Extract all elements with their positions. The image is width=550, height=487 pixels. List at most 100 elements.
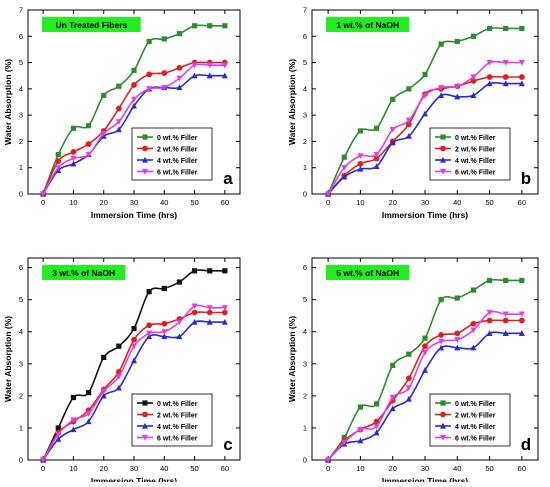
data-point	[470, 92, 477, 99]
data-point	[405, 117, 412, 124]
legend-label: 6 wt.% Filler	[455, 435, 496, 442]
legend-item: 6 wt.% Filler	[137, 434, 198, 442]
data-point	[206, 72, 213, 79]
series-3	[40, 303, 228, 464]
series-0	[325, 25, 525, 197]
data-point	[454, 344, 461, 351]
legend-label: 2 wt.% Filler	[157, 146, 198, 153]
annotation-label: 1 wt.% of NaOH	[336, 20, 399, 30]
legend-item: 2 wt.% Filler	[435, 411, 496, 419]
legend-label: 4 wt.% Filler	[455, 158, 496, 165]
chart-panel-c: 0 10 20 30 40 50 60 0 1 2 3 4 5 6 Immersion Time (hrs)…	[3, 257, 241, 486]
data-point	[470, 344, 477, 351]
data-point	[191, 23, 198, 29]
data-point	[373, 423, 380, 430]
legend-swatch-marker	[142, 422, 148, 429]
data-point	[438, 332, 445, 338]
legend-label: 0 wt.% Filler	[157, 401, 198, 408]
data-point	[502, 330, 509, 336]
x-tick-label: 50	[190, 198, 198, 207]
data-point	[390, 96, 396, 102]
legend-item: 0 wt.% Filler	[435, 400, 496, 408]
x-tick-label: 40	[160, 464, 168, 473]
data-point	[438, 297, 444, 303]
data-point	[176, 319, 183, 326]
data-point	[518, 311, 525, 318]
panel-letter: d	[521, 435, 531, 454]
data-point	[373, 418, 380, 425]
data-point	[55, 431, 62, 438]
data-point	[390, 362, 396, 369]
annotation-box	[42, 17, 141, 32]
data-point	[191, 72, 198, 79]
legend-label: 4 wt.% Filler	[157, 158, 198, 165]
data-point	[422, 349, 428, 356]
data-point	[470, 33, 477, 39]
x-tick-label: 30	[130, 198, 138, 207]
legend-label: 0 wt.% Filler	[455, 401, 496, 408]
y-tick-label: 0	[303, 190, 307, 199]
data-point	[146, 86, 153, 93]
data-point	[191, 62, 198, 69]
data-point	[176, 75, 183, 82]
data-point	[341, 434, 347, 441]
panel-letter: a	[223, 169, 233, 188]
legend-label: 0 wt.% Filler	[157, 135, 198, 142]
y-tick-label: 1	[303, 423, 307, 432]
data-point	[502, 59, 509, 66]
data-point	[161, 285, 167, 292]
legend: 0 wt.% Filler 2 wt.% Filler 4 wt.% Filler 6…	[131, 393, 213, 447]
annotation-label: Un Treated Fibers	[55, 20, 127, 30]
annotation-label: 5 wt.% of NaOH	[336, 268, 399, 278]
x-tick-label: 0	[326, 464, 330, 473]
x-tick-label: 60	[221, 198, 229, 207]
y-tick-label: 5	[19, 295, 23, 304]
x-tick-label: 10	[356, 198, 364, 207]
data-point	[341, 154, 347, 160]
data-point	[357, 165, 364, 172]
x-tick-label: 50	[485, 198, 493, 207]
data-point	[470, 320, 477, 327]
x-tick-label: 60	[518, 464, 526, 473]
data-point	[70, 417, 77, 424]
data-point	[161, 329, 168, 335]
data-point	[176, 64, 183, 71]
data-point	[422, 71, 428, 77]
x-tick-label: 50	[485, 464, 493, 473]
legend-swatch-marker	[440, 400, 446, 406]
data-point	[146, 38, 152, 45]
data-point	[422, 335, 428, 341]
y-tick-label: 6	[19, 32, 23, 41]
x-axis-title: Immersion Time (hrs)	[91, 210, 177, 220]
data-point	[115, 126, 122, 133]
data-point	[206, 309, 213, 316]
data-point	[325, 457, 332, 464]
data-point	[518, 317, 525, 324]
data-point	[40, 191, 47, 198]
data-point	[100, 130, 107, 137]
legend-label: 6 wt.% Filler	[455, 169, 496, 176]
data-point	[389, 394, 396, 401]
data-point	[438, 84, 445, 91]
data-point	[116, 83, 122, 89]
data-point	[486, 309, 493, 316]
data-point	[115, 384, 122, 391]
data-point	[55, 425, 61, 431]
data-point	[55, 151, 61, 158]
data-point	[85, 410, 92, 417]
data-point	[341, 439, 348, 446]
data-point	[454, 295, 460, 301]
x-axis-title: Immersion Time (hrs)	[382, 210, 468, 220]
y-axis-title: Water Absorption (%)	[3, 316, 13, 402]
data-point	[85, 418, 92, 425]
data-point	[405, 121, 412, 128]
panel-annotation: Un Treated Fibers	[42, 17, 141, 32]
data-point	[115, 105, 122, 112]
annotation-label: 3 wt.% of NaOH	[52, 268, 115, 278]
legend-item: 0 wt.% Filler	[137, 400, 198, 408]
data-point	[357, 426, 364, 433]
data-point	[221, 62, 228, 69]
data-point	[454, 330, 461, 337]
legend-swatch-marker	[142, 156, 148, 163]
